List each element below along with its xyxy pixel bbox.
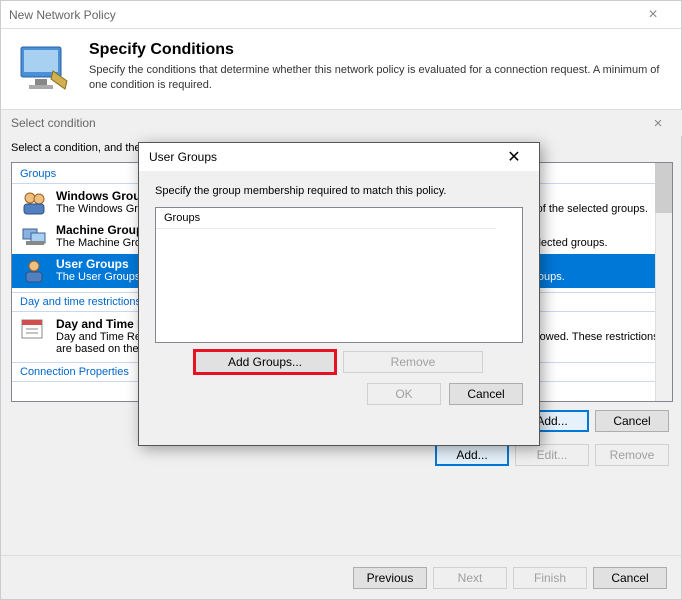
cancel-button[interactable]: Cancel [593,567,667,589]
next-button: Next [433,567,507,589]
add-button[interactable]: Add... [435,444,509,466]
wizard-titlebar: New Network Policy × [1,1,681,29]
user-icon [20,257,48,285]
machine-icon [20,223,48,251]
modal-instruction: Specify the group membership required to… [139,171,539,207]
close-icon[interactable]: × [633,6,673,24]
remove-button: Remove [343,351,483,373]
wizard-buttons: Previous Next Finish Cancel [1,555,681,599]
users-icon [20,189,48,217]
scroll-thumb[interactable] [655,163,672,213]
cancel-button[interactable]: Cancel [449,383,523,405]
wizard-title: New Network Policy [9,8,633,22]
ok-button: OK [367,383,441,405]
modal-mid-buttons: Add Groups... Remove [139,343,539,373]
calendar-icon [20,317,48,345]
finish-button: Finish [513,567,587,589]
select-dialog-title: Select condition [11,116,643,130]
previous-button[interactable]: Previous [353,567,427,589]
monitor-icon [17,41,73,97]
groups-listbox[interactable]: Groups [155,207,523,343]
scrollbar[interactable] [655,163,672,401]
edit-button: Edit... [515,444,589,466]
wizard-heading: Specify Conditions [89,41,665,59]
groups-list-header: Groups [156,208,496,229]
wizard-subtext: Specify the conditions that determine wh… [89,63,665,94]
wizard-header: Specify Conditions Specify the condition… [1,29,681,110]
add-groups-button[interactable]: Add Groups... [195,351,335,373]
select-dialog-titlebar: Select condition × [1,110,682,136]
modal-bottom-buttons: OK Cancel [139,373,539,415]
cancel-button[interactable]: Cancel [595,410,669,432]
close-icon[interactable]: × [643,115,673,132]
wizard-header-text: Specify Conditions Specify the condition… [89,41,665,97]
remove-button: Remove [595,444,669,466]
close-icon[interactable]: ✕ [499,147,529,167]
modal-title: User Groups [149,150,499,164]
modal-titlebar: User Groups ✕ [139,143,539,171]
user-groups-dialog: User Groups ✕ Specify the group membersh… [138,142,540,446]
